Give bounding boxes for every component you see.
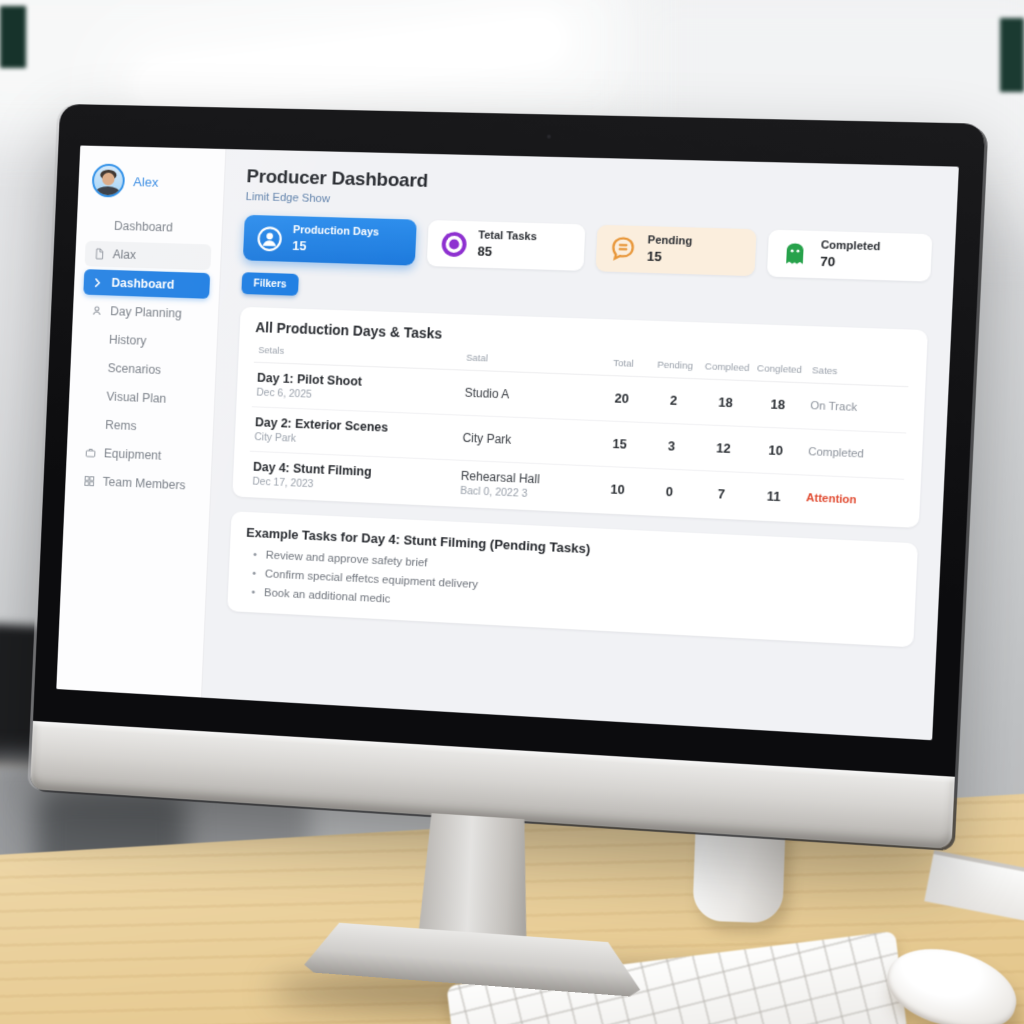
- corner-object-right: [1000, 18, 1024, 92]
- bullet-icon: [252, 568, 256, 580]
- location-cell: Rehearsal Hall Bacl 0, 2022 3: [460, 469, 593, 503]
- sidebar: Alex Dashboard Alax: [56, 145, 226, 697]
- corner-object-left: [0, 6, 26, 68]
- total-cell: 10: [592, 482, 644, 498]
- sidebar-item-label: Dashboard: [114, 219, 173, 234]
- production-days-panel: All Production Days & Tasks Setals Satal…: [232, 307, 928, 528]
- sidebar-item-label: History: [109, 333, 147, 348]
- stat-card-total-tasks[interactable]: Tetal Tasks 85: [427, 220, 585, 271]
- stat-card-pending[interactable]: Pending 15: [595, 225, 757, 276]
- monitor: Alex Dashboard Alax: [23, 104, 985, 1020]
- column-satal[interactable]: Satal: [466, 353, 598, 369]
- main-content: Producer Dashboard Limit Edge Show Produ…: [202, 149, 959, 740]
- filters-button[interactable]: Filkers: [241, 272, 298, 296]
- briefcase-icon: [84, 446, 97, 459]
- completed-cell: 12: [697, 440, 750, 456]
- sidebar-item-alax[interactable]: Alax: [85, 241, 212, 270]
- status-badge: Completed: [802, 446, 902, 462]
- completed-cell: 7: [695, 486, 748, 503]
- location-cell: Studio A: [464, 386, 596, 405]
- sidebar-item-dashboard[interactable]: Dashboard: [83, 269, 210, 299]
- sidebar-item-label: Scenarios: [107, 361, 161, 377]
- sidebar-item-label: Day Planning: [110, 304, 182, 320]
- column-sates[interactable]: Sates: [805, 365, 905, 380]
- total-cell: 15: [594, 436, 646, 452]
- sidebar-item-label: Dashboard: [111, 276, 174, 292]
- producer-dashboard-app: Alex Dashboard Alax: [56, 145, 959, 740]
- day-cell: Day 4: Stunt Filming Dec 17, 2023: [252, 460, 461, 497]
- sidebar-item-label: Rems: [105, 418, 137, 433]
- screen: Alex Dashboard Alax: [56, 145, 959, 740]
- orange-chat-icon: [608, 234, 638, 263]
- pending-cell: 2: [647, 393, 699, 409]
- sidebar-item-rems[interactable]: Rems: [77, 411, 204, 442]
- task-text: Review and approve safety brief: [265, 550, 427, 570]
- monitor-bezel: Alex Dashboard Alax: [30, 104, 985, 849]
- column-total[interactable]: Total: [597, 357, 649, 370]
- stat-card-completed[interactable]: Completed 70: [767, 230, 932, 282]
- day-cell: Day 2: Exterior Scenes City Park: [254, 415, 463, 452]
- sidebar-item-day-planning[interactable]: Day Planning: [82, 298, 209, 328]
- webcam-dot: [546, 134, 552, 140]
- column-setals[interactable]: Setals: [258, 345, 466, 364]
- location: Studio A: [464, 386, 596, 405]
- sidebar-item-label: Alax: [112, 247, 136, 261]
- column-compleed[interactable]: Compleed: [701, 361, 754, 374]
- sidebar-item-scenarios[interactable]: Scenarios: [79, 354, 206, 384]
- stat-value: 70: [820, 253, 880, 271]
- person-icon: [90, 304, 103, 317]
- pending-cell: 0: [643, 484, 695, 500]
- example-tasks-panel: Example Tasks for Day 4: Stunt Filming (…: [227, 511, 918, 647]
- completed-cell: 18: [699, 395, 752, 411]
- stat-cards: Production Days 15 Tetal Tasks 85: [243, 215, 933, 282]
- status-badge: On Track: [804, 400, 904, 416]
- bullet-icon: [253, 549, 257, 561]
- bullet-icon: [251, 587, 255, 599]
- stat-text: Pending 15: [647, 234, 693, 266]
- pending-cell: 3: [645, 438, 697, 454]
- sidebar-item-team-members[interactable]: Team Members: [74, 468, 201, 499]
- column-congleted[interactable]: Congleted: [753, 363, 806, 376]
- avatar: [91, 163, 125, 197]
- stat-text: Completed 70: [820, 239, 881, 272]
- sidebar-item-label: Equipment: [104, 446, 162, 462]
- day-cell: Day 1: Pilot Shoot Dec 6, 2025: [256, 371, 465, 407]
- user-profile[interactable]: Alex: [91, 163, 215, 200]
- sidebar-item-visual-plan[interactable]: Visual Plan: [78, 383, 205, 414]
- stat-label: Pending: [647, 234, 692, 249]
- congleted-cell: 18: [751, 397, 804, 413]
- sidebar-item-equipment[interactable]: Equipment: [76, 439, 203, 470]
- task-text: Confirm special effetcs equipment delive…: [265, 568, 479, 591]
- green-badge-icon: [780, 239, 810, 269]
- user-name: Alex: [133, 174, 159, 189]
- person-circle-icon: [255, 224, 284, 253]
- chevron-right-icon: [91, 276, 104, 289]
- purple-ring-icon: [439, 229, 468, 258]
- column-pending[interactable]: Pending: [649, 359, 701, 372]
- location: City Park: [462, 431, 594, 451]
- sidebar-item-label: Visual Plan: [106, 390, 166, 406]
- sidebar-item-history[interactable]: History: [81, 326, 208, 356]
- location-cell: City Park: [462, 431, 594, 451]
- monitor-stand-neck: [418, 813, 532, 943]
- stat-text: Tetal Tasks 85: [477, 229, 537, 261]
- total-cell: 20: [596, 391, 648, 407]
- task-text: Book an additional medic: [264, 587, 391, 605]
- stat-value: 85: [477, 243, 536, 261]
- sidebar-item-dashboard-top[interactable]: Dashboard: [86, 212, 213, 241]
- stat-value: 15: [647, 248, 692, 266]
- stat-card-production-days[interactable]: Production Days 15: [243, 215, 417, 266]
- sidebar-item-label: Team Members: [102, 475, 185, 492]
- file-icon: [92, 247, 105, 260]
- stat-text: Production Days 15: [292, 224, 379, 256]
- avatar-shoulders: [96, 186, 121, 198]
- avatar-face: [102, 173, 115, 186]
- congleted-cell: 11: [747, 488, 800, 505]
- congleted-cell: 10: [749, 443, 802, 459]
- status-badge: Attention: [800, 492, 900, 509]
- grid-icon: [82, 474, 95, 487]
- stat-value: 15: [292, 238, 379, 257]
